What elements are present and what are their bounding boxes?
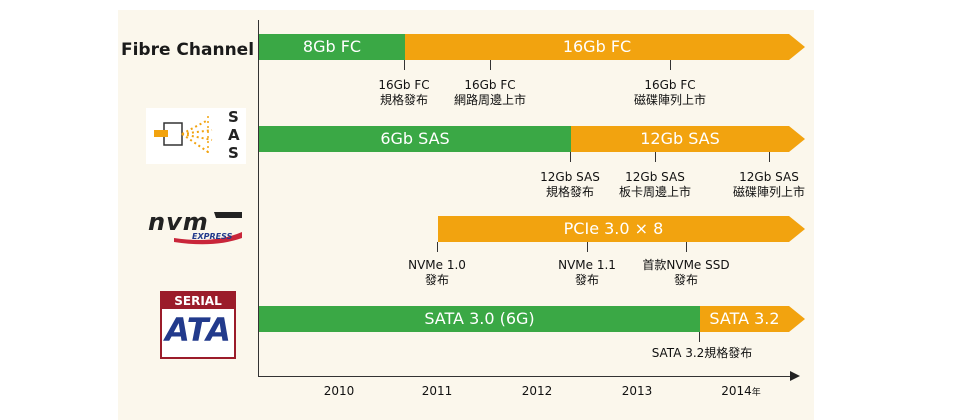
year-label: 2013	[621, 384, 653, 398]
fc-bar-16gb-label: 16Gb FC	[562, 37, 632, 56]
sas-note-spec: 12Gb SAS 規格發布	[540, 170, 600, 200]
sas-bar-arrowhead	[789, 126, 805, 152]
fibre-channel-label: Fibre Channel	[120, 40, 255, 60]
note-line: 發布	[673, 273, 698, 287]
note-line: 板卡周邊上市	[618, 185, 692, 199]
year-label: 2011	[421, 384, 453, 398]
note-line: 12Gb SAS	[540, 170, 600, 184]
sas-tick	[655, 152, 656, 162]
note-line: 16Gb FC	[464, 78, 516, 92]
fc-tick	[490, 60, 491, 70]
sas-bar-6gb: 6Gb SAS	[259, 126, 571, 152]
note-line: 16Gb FC	[644, 78, 696, 92]
sas-bar-6gb-label: 6Gb SAS	[380, 129, 450, 148]
sas-bar-12gb-label: 12Gb SAS	[640, 129, 720, 148]
sata-logo-main: ATA	[165, 311, 231, 349]
fc-bar-16gb: 16Gb FC	[405, 34, 789, 60]
fc-bar-8gb-label: 8Gb FC	[302, 37, 362, 56]
sas-logo: SAS	[146, 108, 246, 164]
note-line: 16Gb FC	[378, 78, 430, 92]
note-line: 網路周邊上市	[453, 93, 527, 107]
year-label-last: 2014年	[721, 384, 761, 398]
note-line: 12Gb SAS	[739, 170, 799, 184]
fc-note-network: 16Gb FC 網路周邊上市	[454, 78, 526, 108]
x-axis-line	[258, 376, 792, 377]
nvme-note-1-0: NVMe 1.0 發布	[408, 258, 466, 288]
fc-note-spec: 16Gb FC 規格發布	[378, 78, 429, 108]
nvme-swoosh	[174, 212, 242, 245]
note-line: NVMe 1.0	[408, 258, 466, 272]
fc-bar-arrowhead	[789, 34, 805, 60]
x-axis-arrow	[790, 371, 800, 381]
sata-bar-3-2-label: SATA 3.2	[709, 309, 780, 328]
sata-logo-top: SERIAL	[162, 293, 234, 309]
sata-tick	[699, 332, 700, 342]
year-label: 2012	[521, 384, 553, 398]
sas-note-array: 12Gb SAS 磁碟陣列上市	[733, 170, 805, 200]
fc-bar-8gb: 8Gb FC	[259, 34, 405, 60]
nvme-tick	[437, 242, 438, 252]
nvme-express-logo: nvm EXPRESS	[144, 208, 246, 248]
note-line: 磁碟陣列上市	[633, 93, 707, 107]
nvme-tick	[587, 242, 588, 252]
note-line: 首款NVMe SSD	[642, 258, 730, 272]
sata-bar-arrowhead	[789, 306, 805, 332]
nvme-bar-pcie: PCIe 3.0 × 8	[438, 216, 789, 242]
sas-logo-text: SAS	[228, 108, 240, 162]
sata-bar-3-2: SATA 3.2	[700, 306, 789, 332]
nvme-logo-text: nvm	[148, 208, 209, 236]
sas-note-card: 12Gb SAS 板卡周邊上市	[619, 170, 691, 200]
sata-bar-3-0-label: SATA 3.0 (6G)	[424, 309, 535, 328]
nvme-note-ssd: 首款NVMe SSD 發布	[642, 258, 729, 288]
nvme-note-1-1: NVMe 1.1 發布	[558, 258, 616, 288]
nvme-tick	[686, 242, 687, 252]
note-line: SATA 3.2規格發布	[651, 346, 753, 360]
y-axis-line	[258, 20, 259, 377]
nvme-bar-arrowhead	[789, 216, 805, 242]
sata-bar-3-0: SATA 3.0 (6G)	[259, 306, 700, 332]
sas-tick	[570, 152, 571, 162]
fc-note-array: 16Gb FC 磁碟陣列上市	[634, 78, 706, 108]
nvme-logo-sub: EXPRESS	[192, 232, 233, 241]
serial-ata-logo: SERIAL ATA	[160, 291, 236, 359]
note-line: NVMe 1.1	[558, 258, 616, 272]
fc-tick	[404, 60, 405, 70]
sata-note-spec: SATA 3.2規格發布	[652, 346, 753, 361]
note-line: 磁碟陣列上市	[732, 185, 806, 199]
sas-bar-12gb: 12Gb SAS	[571, 126, 789, 152]
note-line: 規格發布	[545, 185, 595, 199]
note-line: 發布	[424, 273, 450, 287]
year-label: 2014	[721, 384, 752, 398]
year-unit: 年	[751, 388, 761, 398]
year-label: 2010	[323, 384, 355, 398]
fc-tick	[670, 60, 671, 70]
nvme-bar-label: PCIe 3.0 × 8	[563, 219, 664, 238]
note-line: 12Gb SAS	[625, 170, 685, 184]
sas-tick	[769, 152, 770, 162]
sas-logo-graphic	[154, 116, 213, 156]
note-line: 規格發布	[379, 93, 428, 107]
note-line: 發布	[574, 273, 600, 287]
